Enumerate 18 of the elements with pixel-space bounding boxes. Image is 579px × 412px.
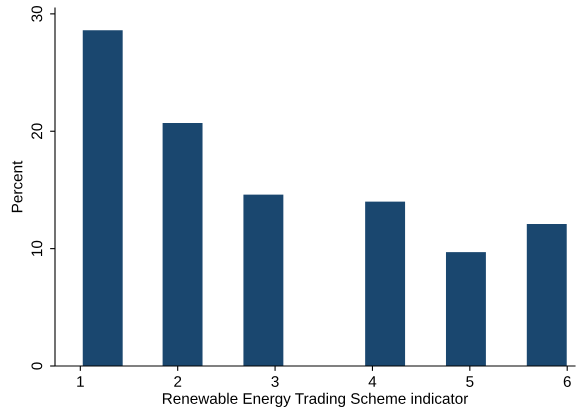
y-tick-label: 30 <box>31 6 42 22</box>
bar <box>446 252 486 366</box>
x-tick-label: 1 <box>77 376 84 387</box>
y-tick-label: 20 <box>31 123 42 139</box>
x-tick-label: 2 <box>174 376 182 387</box>
y-tick-label: 10 <box>31 240 42 256</box>
x-tick-label: 3 <box>271 376 279 387</box>
y-tick-label: 0 <box>31 362 42 370</box>
bar <box>365 202 406 366</box>
bar <box>162 123 203 366</box>
x-tick-label: 5 <box>466 376 474 387</box>
x-tick-label: 6 <box>564 376 571 387</box>
bar <box>82 30 123 366</box>
bar <box>243 194 284 366</box>
x-axis-title: Renewable Energy Trading Scheme indicator <box>162 392 468 407</box>
bar <box>526 224 567 366</box>
y-axis-title: Percent <box>12 160 22 212</box>
x-tick-label: 4 <box>368 376 376 387</box>
